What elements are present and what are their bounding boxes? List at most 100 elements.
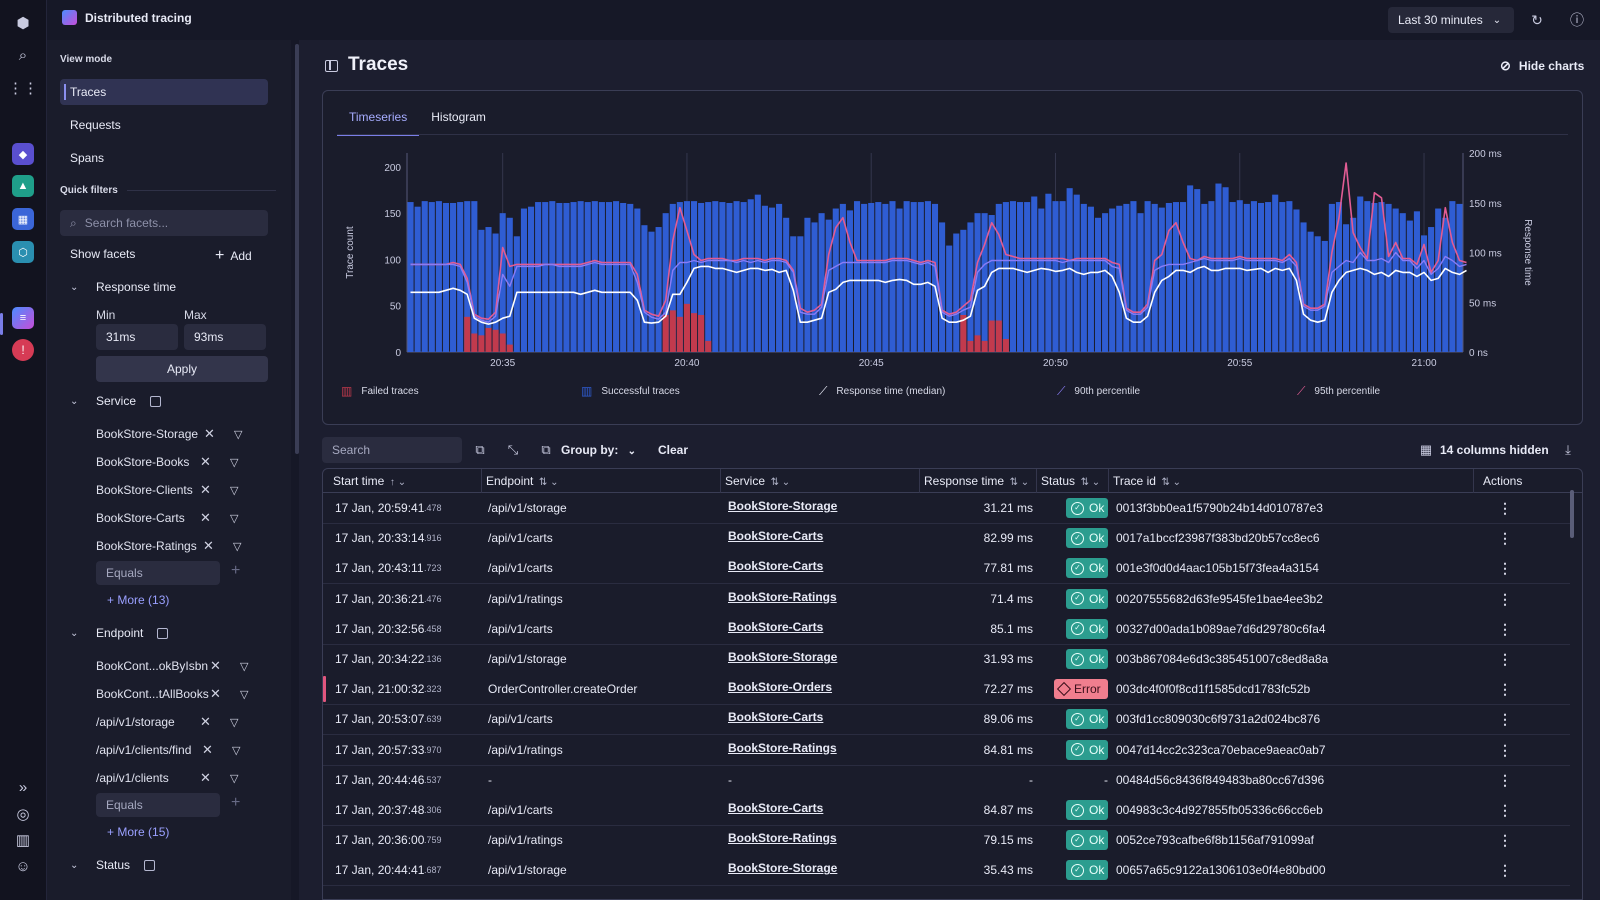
sort-icon[interactable]: ⇅ ⌄	[765, 477, 791, 488]
service-link[interactable]: BookStore-Storage	[728, 499, 838, 513]
group-icon[interactable]: ⧉	[541, 442, 551, 457]
max-input[interactable]: 93ms	[184, 324, 266, 350]
app-icon-chart[interactable]: ▲	[12, 175, 34, 197]
columns-icon[interactable]: ▦	[1419, 442, 1433, 457]
sort-icon[interactable]: ⇅ ⌄	[1155, 477, 1181, 488]
search-facets-input[interactable]: ⌕ Search facets...	[60, 210, 268, 236]
service-link[interactable]: BookStore-Orders	[728, 680, 833, 695]
table-row[interactable]: 17 Jan, 20:34:22.136/api/v1/storage BookS…	[323, 644, 1570, 675]
service-link[interactable]: BookStore-Carts	[728, 710, 824, 725]
endpoint-header[interactable]: ⌄ Endpoint	[70, 626, 169, 640]
table-row[interactable]: 17 Jan, 20:36:00.759/api/v1/ratings BookS…	[323, 825, 1570, 857]
row-actions-icon[interactable]: ⋮	[1498, 590, 1512, 607]
table-row[interactable]: 17 Jan, 20:43:11.723/api/v1/carts BookSto…	[323, 553, 1570, 585]
filter-icon[interactable]: ▽	[230, 512, 239, 525]
table-row[interactable]: 17 Jan, 20:57:33.970/api/v1/ratings BookS…	[323, 734, 1570, 766]
apps-grid-icon[interactable]: ⋮⋮	[8, 80, 38, 97]
filter-icon[interactable]: ▽	[240, 688, 249, 701]
app-icon-kubernetes[interactable]: ⬡	[12, 241, 34, 263]
status-header[interactable]: ⌄ Status	[70, 858, 156, 872]
filter-icon[interactable]: ▽	[232, 744, 241, 757]
legend-item[interactable]: ⟋ 90th percentile	[1057, 384, 1140, 399]
add-facet-button[interactable]: + Add	[215, 247, 252, 265]
legend-item[interactable]: ▥ Successful traces	[581, 384, 680, 398]
remove-icon[interactable]: ✕	[210, 686, 221, 701]
column-header[interactable]: Endpoint ⇅ ⌄	[486, 474, 558, 488]
service-link[interactable]: BookStore-Carts	[728, 529, 824, 544]
remove-icon[interactable]: ✕	[200, 454, 211, 469]
service-header[interactable]: ⌄ Service	[70, 394, 162, 408]
service-equals-select[interactable]: Equals	[96, 561, 220, 585]
table-row[interactable]: 17 Jan, 20:33:14.916/api/v1/carts BookSto…	[323, 523, 1570, 555]
row-actions-icon[interactable]: ⋮	[1498, 500, 1512, 516]
min-input[interactable]: 31ms	[96, 324, 178, 350]
time-range-selector[interactable]: Last 30 minutes ⌄	[1388, 7, 1514, 33]
plus-icon[interactable]: +	[231, 562, 241, 579]
service-link[interactable]: BookStore-Carts	[728, 801, 824, 815]
table-row[interactable]: 17 Jan, 20:36:21.476/api/v1/ratings BookS…	[323, 584, 1570, 615]
service-link[interactable]: BookStore-Storage	[728, 650, 838, 664]
table-row[interactable]: 17 Jan, 20:37:48.306/api/v1/carts BookSto…	[323, 795, 1570, 826]
hide-charts-button[interactable]: ⊘ Hide charts	[1500, 58, 1584, 74]
plus-icon[interactable]: +	[231, 794, 241, 811]
expand-icon[interactable]: ⤡	[507, 442, 519, 457]
table-row[interactable]: 17 Jan, 21:00:32.323 OrderController.crea…	[323, 674, 1570, 706]
copy-icon[interactable]	[150, 395, 162, 407]
endpoint-more-link[interactable]: + More (15)	[107, 825, 169, 839]
service-link[interactable]: BookStore-Ratings	[728, 589, 837, 604]
table-row[interactable]: 17 Jan, 20:44:46.537- - - -00484d56c8436f84…	[323, 765, 1570, 796]
filter-icon[interactable]: ▽	[230, 456, 239, 469]
service-link[interactable]: BookStore-Storage	[728, 861, 838, 876]
remove-icon[interactable]: ✕	[202, 742, 213, 757]
expand-rail-icon[interactable]: »	[18, 778, 28, 796]
columns-hidden-button[interactable]: 14 columns hidden	[1440, 443, 1549, 457]
row-actions-icon[interactable]: ⋮	[1498, 771, 1512, 788]
row-actions-icon[interactable]: ⋮	[1498, 560, 1512, 577]
sort-icon[interactable]: ⇅ ⌄	[1075, 477, 1101, 488]
view-mode-traces[interactable]: Traces	[60, 79, 268, 105]
filter-icon[interactable]: ▽	[230, 484, 239, 497]
search-icon[interactable]: ⌕	[18, 46, 28, 64]
sort-icon[interactable]: ⇅ ⌄	[533, 477, 559, 488]
apply-button[interactable]: Apply	[96, 356, 268, 382]
filter-icon[interactable]: ▽	[230, 772, 239, 785]
column-header[interactable]: Service ⇅ ⌄	[725, 474, 790, 488]
toggle-sidebar-icon[interactable]	[325, 60, 338, 72]
copy-icon[interactable]: ⧉	[475, 442, 485, 457]
row-actions-icon[interactable]: ⋮	[1498, 530, 1512, 547]
remove-icon[interactable]: ✕	[200, 770, 211, 785]
remove-icon[interactable]: ✕	[200, 714, 211, 729]
table-search-input[interactable]: Search	[322, 437, 462, 463]
sidebar-scrollbar[interactable]	[295, 44, 299, 454]
filter-icon[interactable]: ▽	[240, 660, 249, 673]
service-link[interactable]: BookStore-Ratings	[728, 740, 837, 755]
row-actions-icon[interactable]: ⋮	[1498, 832, 1512, 849]
sort-icon[interactable]: ↑ ⌄	[384, 477, 407, 488]
tab-timeseries[interactable]: Timeseries	[337, 105, 420, 136]
response-time-header[interactable]: ⌄ Response time	[70, 280, 176, 294]
group-by-dropdown[interactable]: Group by: ⌄	[561, 443, 636, 457]
refresh-icon[interactable]: ↻	[1531, 11, 1543, 28]
help-icon[interactable]: ⓘ	[1570, 12, 1584, 28]
row-actions-icon[interactable]: ⋮	[1498, 862, 1512, 879]
column-header[interactable]: Status ⇅ ⌄	[1041, 474, 1100, 488]
row-actions-icon[interactable]: ⋮	[1498, 741, 1512, 758]
remove-icon[interactable]: ✕	[204, 426, 215, 441]
metrics-icon[interactable]: ▥	[15, 832, 31, 849]
app-icon-distributed-tracing[interactable]: ≡	[12, 307, 34, 329]
service-more-link[interactable]: + More (13)	[107, 593, 169, 607]
column-header[interactable]: Response time ⇅ ⌄	[924, 474, 1029, 488]
app-icon-problems[interactable]: !	[12, 339, 34, 361]
clear-button[interactable]: Clear	[658, 443, 689, 457]
legend-item[interactable]: ⟋ Response time (median)	[819, 384, 945, 399]
remove-icon[interactable]: ✕	[210, 658, 221, 673]
support-icon[interactable]: ◎	[16, 806, 30, 823]
legend-item[interactable]: ⟋ 95th percentile	[1297, 384, 1380, 399]
copy-icon[interactable]	[157, 627, 169, 639]
user-icon[interactable]: ☺	[15, 857, 31, 875]
table-row[interactable]: 17 Jan, 20:32:56.458/api/v1/carts BookSto…	[323, 613, 1570, 645]
tab-histogram[interactable]: Histogram	[431, 110, 486, 124]
row-actions-icon[interactable]: ⋮	[1498, 620, 1512, 637]
table-scrollbar[interactable]	[1570, 490, 1574, 538]
service-link[interactable]: BookStore-Ratings	[728, 831, 837, 846]
